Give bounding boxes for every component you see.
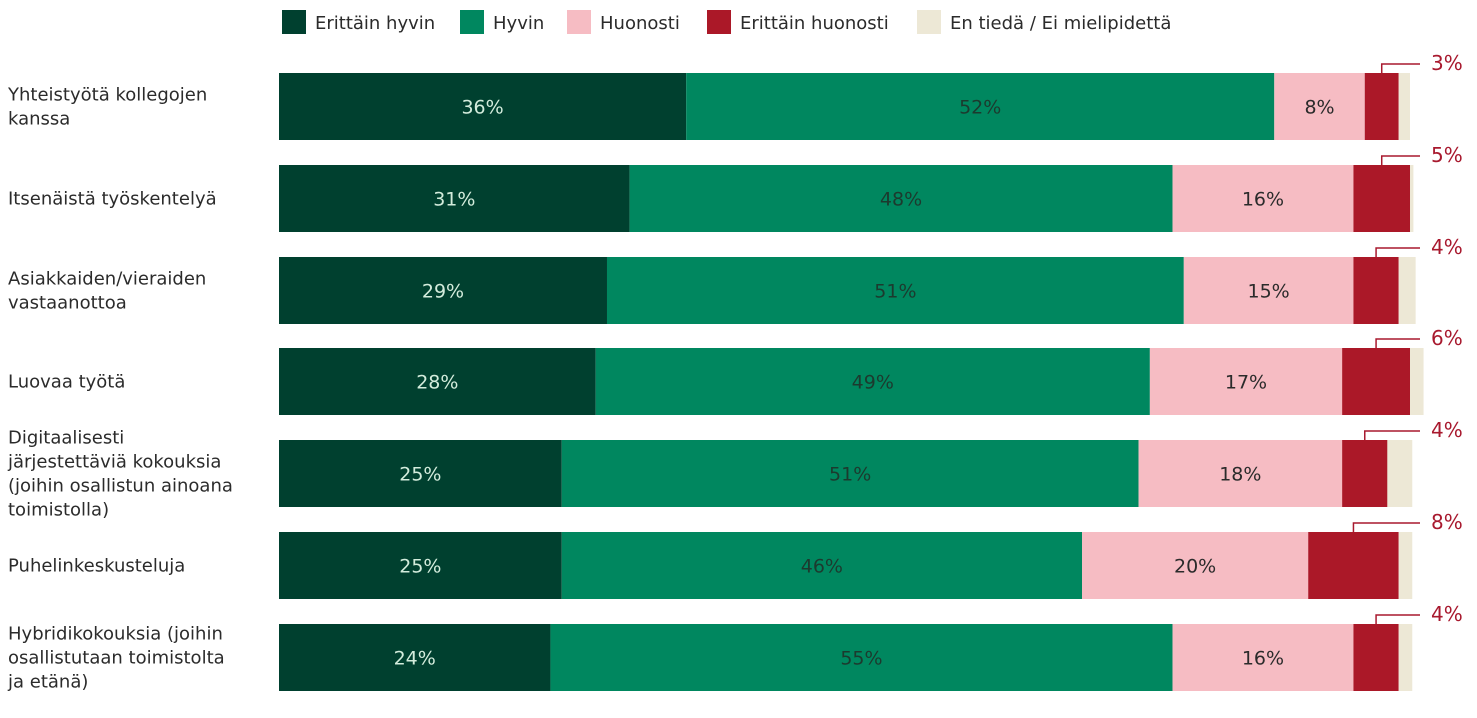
bar-segment <box>1398 624 1413 691</box>
bar-segment <box>279 532 562 599</box>
legend-swatch <box>917 10 941 34</box>
legend-label: Erittäin hyvin <box>315 13 435 34</box>
legend-label: Erittäin huonosti <box>740 13 889 34</box>
bar-segment <box>1353 624 1399 691</box>
data-label: 16% <box>1242 648 1284 670</box>
bar-segment <box>1410 165 1414 232</box>
callout-line <box>1380 155 1420 165</box>
category-label: kanssa <box>8 109 70 130</box>
callout-line <box>1375 614 1420 624</box>
data-label: 28% <box>416 372 458 394</box>
bar-segment <box>1274 73 1365 140</box>
bar-segment <box>279 73 687 140</box>
bar-segment <box>1342 440 1388 507</box>
data-label: 25% <box>399 464 441 486</box>
data-label: 51% <box>829 464 871 486</box>
bar-segment <box>1138 440 1343 507</box>
category-label: Puhelinkeskusteluja <box>8 556 185 577</box>
legend-swatch <box>460 10 484 34</box>
data-label: 48% <box>880 189 922 211</box>
data-label: 52% <box>959 97 1001 119</box>
category-label: toimistolla) <box>8 500 109 521</box>
legend-label: Huonosti <box>600 13 680 34</box>
legend-swatch <box>282 10 306 34</box>
bar-segment <box>686 73 1275 140</box>
callout-line <box>1352 522 1420 532</box>
bar-segment <box>279 165 630 232</box>
data-label: 15% <box>1248 281 1290 303</box>
legend-swatch <box>567 10 591 34</box>
callout-line <box>1364 430 1420 440</box>
data-label: 29% <box>422 281 464 303</box>
data-label: 24% <box>394 648 436 670</box>
callout-label: 6% <box>1431 326 1463 350</box>
bar-segment <box>1364 73 1399 140</box>
bar-segment <box>561 440 1139 507</box>
bar-segment <box>279 348 596 415</box>
category-label: Itsenäistä työskentelyä <box>8 189 217 210</box>
legend-swatch <box>707 10 731 34</box>
data-label: 8% <box>1304 97 1334 119</box>
bar-segment <box>1398 532 1413 599</box>
bar-segment <box>1353 165 1410 232</box>
bar-segment <box>1308 532 1399 599</box>
category-label: Yhteistyötä kollegojen <box>7 85 207 106</box>
data-label: 18% <box>1219 464 1261 486</box>
bar-segment <box>279 440 562 507</box>
bar-segment <box>595 348 1150 415</box>
data-label: 46% <box>801 556 843 578</box>
data-label: 31% <box>433 189 475 211</box>
category-label: osallistutaan toimistolta <box>8 648 225 669</box>
bar-segment <box>1149 348 1343 415</box>
data-label: 55% <box>840 648 882 670</box>
data-label: 20% <box>1174 556 1216 578</box>
bar-segment <box>1172 624 1354 691</box>
legend-label: Hyvin <box>493 13 544 34</box>
category-label: Asiakkaiden/vieraiden <box>8 269 206 290</box>
category-label: ja etänä) <box>7 672 88 693</box>
category-label: Hybridikokouksia (joihin <box>8 624 223 645</box>
callout-line <box>1380 63 1420 73</box>
data-label: 16% <box>1242 189 1284 211</box>
bar-segment <box>279 624 551 691</box>
callout-label: 3% <box>1431 51 1463 75</box>
bar-segment <box>1398 73 1410 140</box>
bar-segment <box>1387 440 1413 507</box>
category-label: järjestettäviä kokouksia <box>7 452 221 473</box>
bar-segment <box>1082 532 1309 599</box>
data-label: 25% <box>399 556 441 578</box>
data-label: 51% <box>874 281 916 303</box>
callout-label: 4% <box>1431 602 1463 626</box>
callout-label: 4% <box>1431 418 1463 442</box>
bar-segment <box>561 532 1083 599</box>
bar-segment <box>629 165 1173 232</box>
callout-line <box>1375 247 1420 257</box>
legend-label: En tiedä / Ei mielipidettä <box>950 13 1171 34</box>
category-label: Digitaalisesti <box>8 428 124 449</box>
bar-segment <box>1353 257 1399 324</box>
bar-segment <box>279 257 607 324</box>
callout-label: 8% <box>1431 510 1463 534</box>
bar-segment <box>1172 165 1354 232</box>
data-label: 17% <box>1225 372 1267 394</box>
data-label: 36% <box>461 97 503 119</box>
bar-segment <box>550 624 1173 691</box>
bar-segment <box>1342 348 1410 415</box>
category-label: Luovaa työtä <box>8 372 125 393</box>
bar-segment <box>1410 348 1424 415</box>
category-label: (joihin osallistun ainoana <box>8 476 233 497</box>
bar-segment <box>1183 257 1354 324</box>
callout-label: 5% <box>1431 143 1463 167</box>
bar-segment <box>1398 257 1416 324</box>
callout-label: 4% <box>1431 235 1463 259</box>
category-label: vastaanottoa <box>8 293 127 314</box>
callout-line <box>1375 338 1420 348</box>
bar-segment <box>606 257 1184 324</box>
data-label: 49% <box>852 372 894 394</box>
